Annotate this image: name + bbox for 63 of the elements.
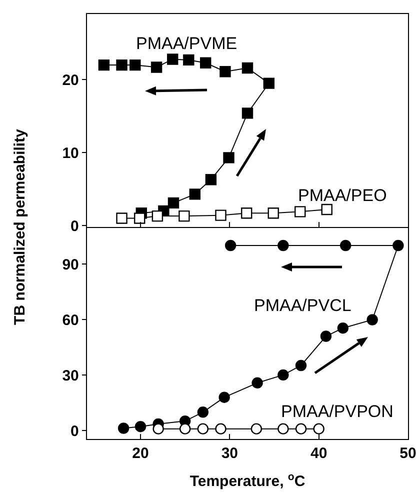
series-label: PMAA/PEO [298,186,387,205]
y-tick-label: 30 [62,367,79,384]
point [366,314,378,326]
y-tick-label: 60 [62,312,79,329]
point [218,392,230,403]
point [179,423,191,434]
series-label: PMAA/PVCL [254,296,352,315]
point [278,240,289,252]
point [152,210,164,222]
point [278,369,289,381]
series-label: PMAA/PVME [136,34,238,53]
point [294,206,306,218]
point [189,188,200,200]
x-axis-title: Temperature, $^{o}$C [190,470,306,490]
point [252,377,263,388]
point [118,422,130,434]
point [241,208,252,219]
point [205,174,217,186]
y-tick-label: 0 [70,422,79,440]
point [197,423,209,434]
y-tick-label: 90 [62,256,79,274]
point [295,423,307,434]
point [242,108,254,119]
point [183,54,194,66]
point [178,210,190,222]
point [320,330,332,342]
series-label: PMAA/PVPON [281,402,394,421]
point [150,62,162,73]
point [278,423,289,434]
point [130,59,141,71]
point [215,210,226,221]
y-axis-title: TB normalized permeability [12,129,28,325]
y-tick-label: 20 [62,72,79,89]
y-tick-label: 10 [62,144,79,162]
point [224,240,236,252]
point [263,78,274,89]
y-tick-label: 0 [70,218,79,235]
point [220,66,231,78]
point [295,360,307,372]
point [340,240,352,252]
point [134,420,146,432]
x-tick-label: 30 [221,445,238,462]
x-tick-label: 20 [132,445,149,462]
point [167,54,178,65]
point [134,212,146,224]
point [223,152,234,164]
x-tick-label: 40 [310,445,328,462]
point [337,322,349,334]
point [250,423,262,434]
point [242,62,254,74]
point [116,212,128,224]
point [268,208,279,219]
point [321,204,332,216]
point [392,240,404,252]
point [116,59,128,71]
point [313,423,324,434]
point [215,423,226,434]
point [98,59,110,71]
point [168,197,180,209]
point [197,406,209,418]
point [152,423,164,434]
x-tick-label: 50 [400,445,416,462]
point [200,57,212,68]
